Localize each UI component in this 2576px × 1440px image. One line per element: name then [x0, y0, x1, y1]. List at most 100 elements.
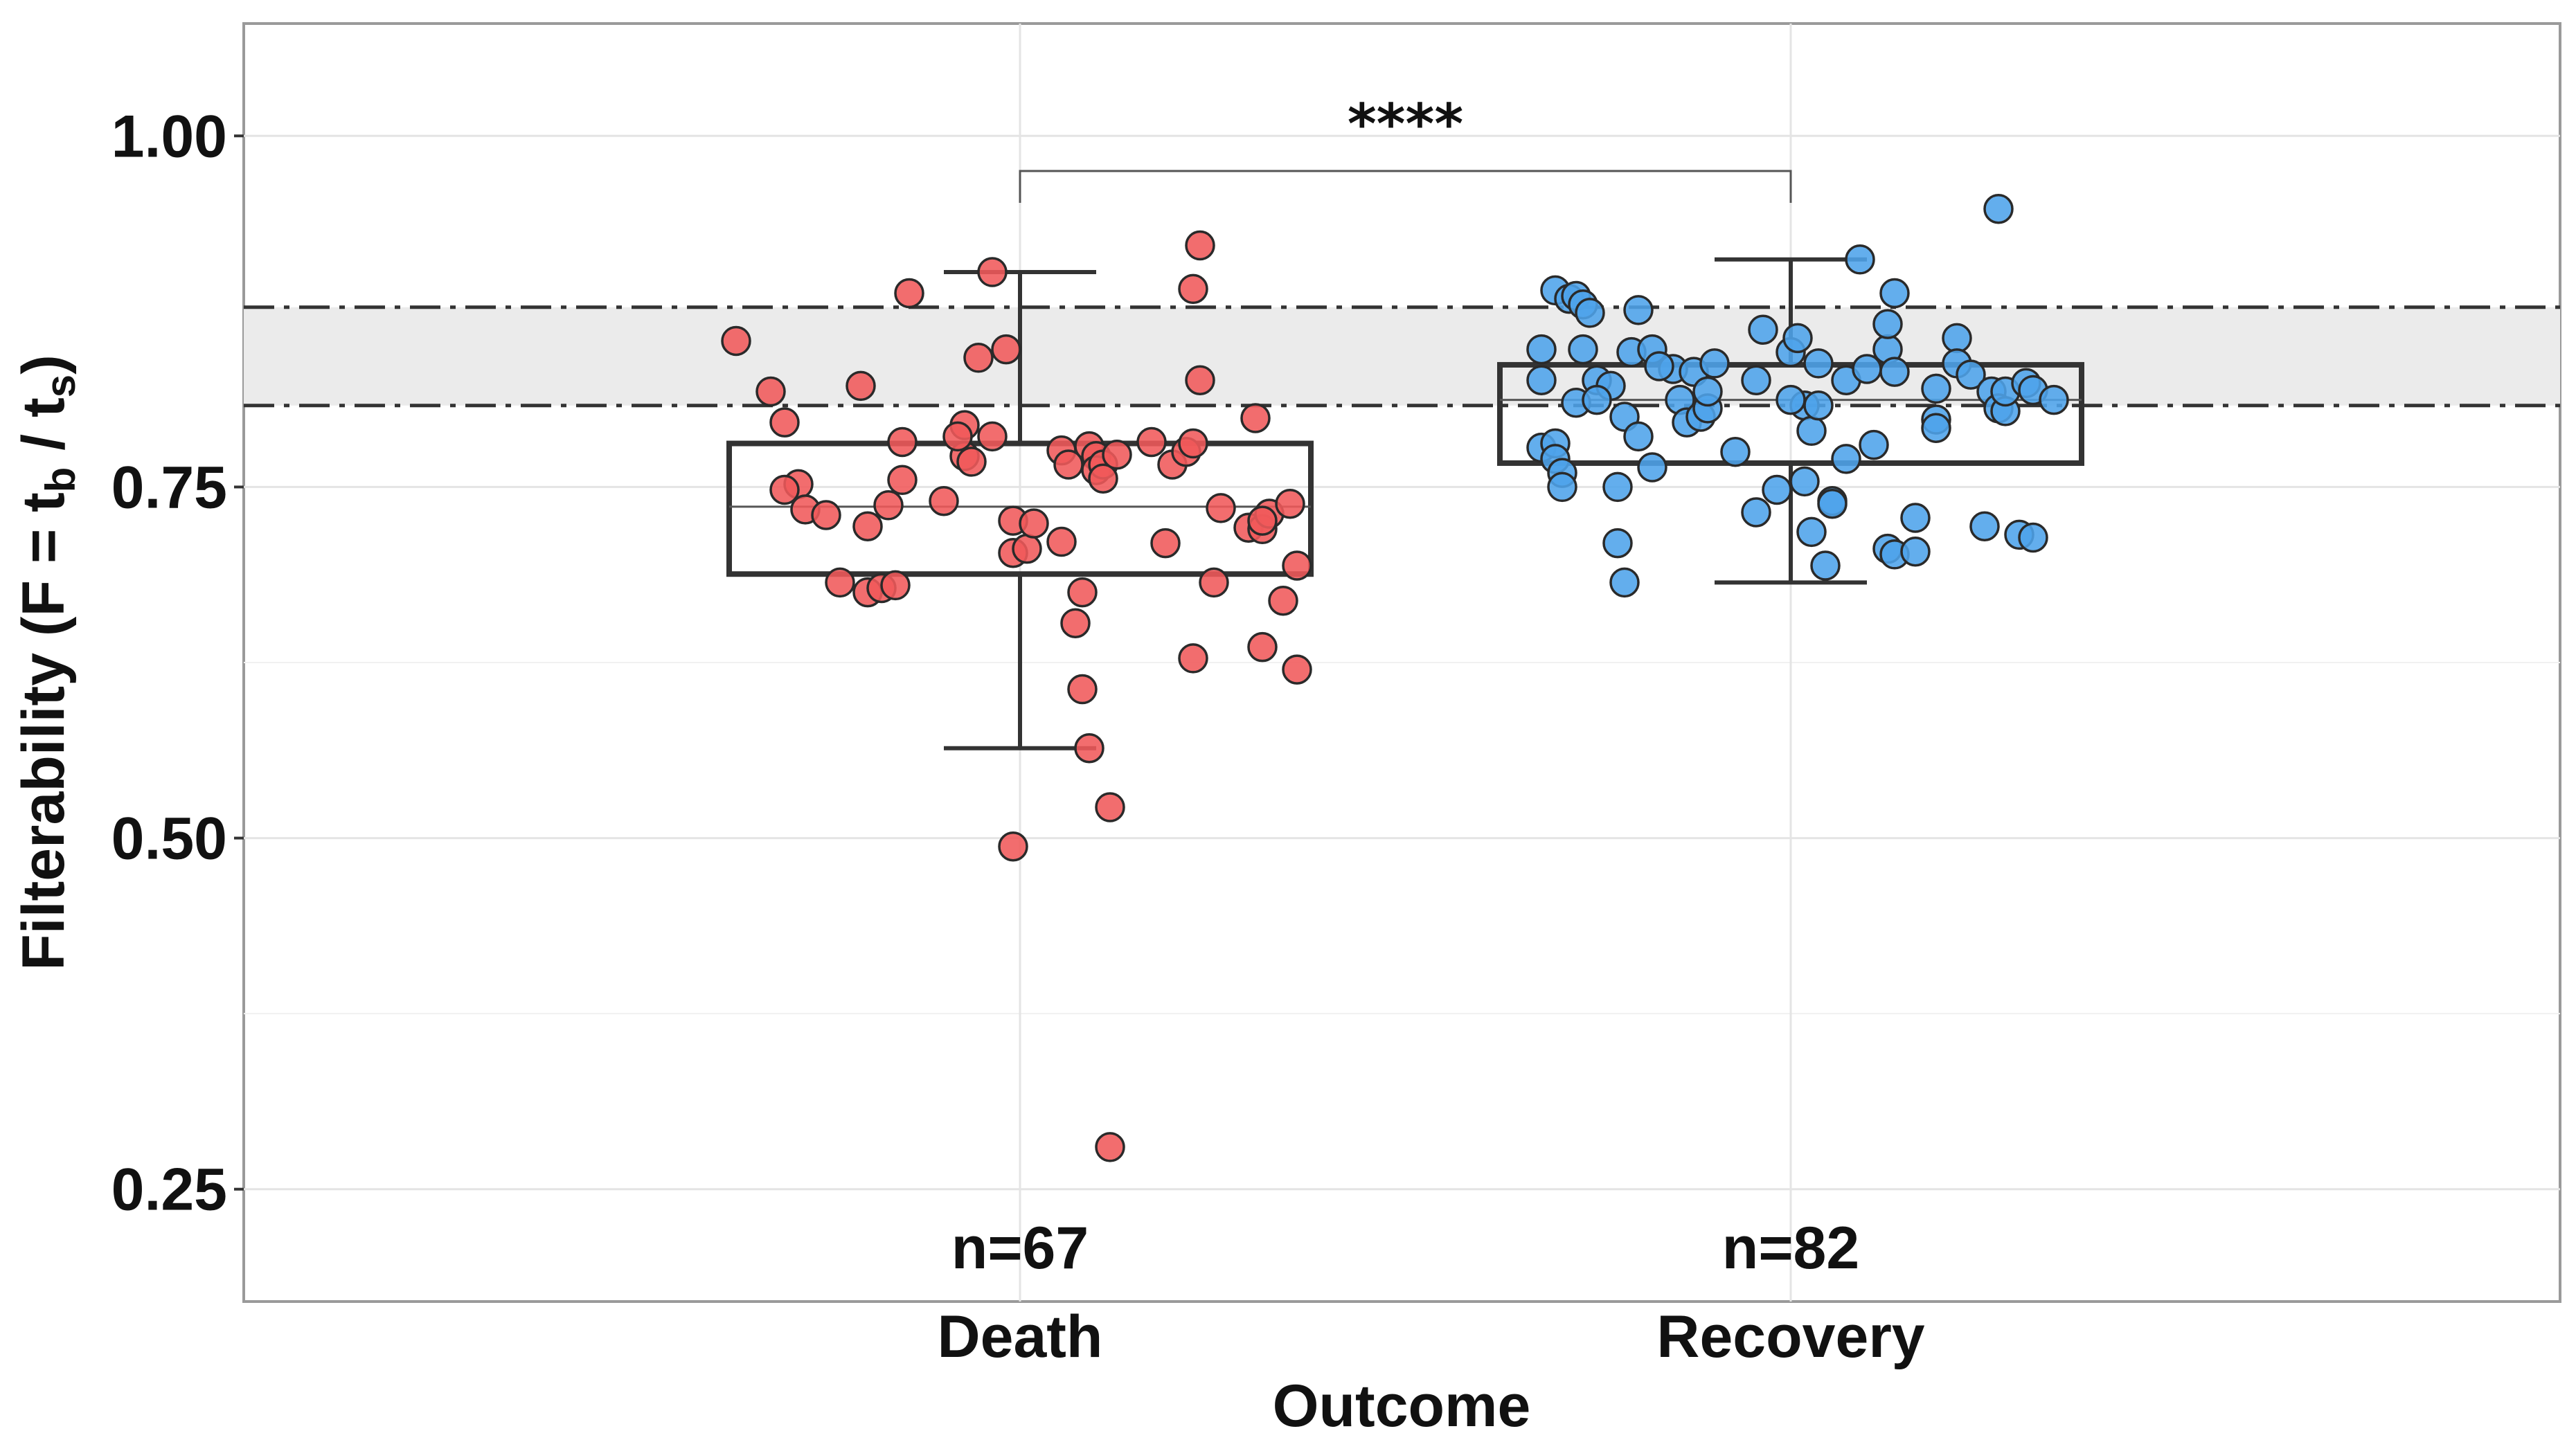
- y-axis-title-sub-s: s: [37, 375, 84, 397]
- data-point: [1582, 384, 1612, 415]
- data-point: [956, 447, 987, 477]
- data-point: [1178, 643, 1208, 674]
- x-tick-label-death: Death: [938, 1304, 1103, 1370]
- data-point: [1900, 503, 1931, 533]
- data-point: [942, 421, 973, 452]
- data-point: [769, 474, 800, 505]
- data-point: [1268, 585, 1298, 616]
- data-point: [1282, 550, 1312, 581]
- reference-band: [244, 305, 2560, 408]
- data-point: [1247, 505, 1278, 536]
- y-tick-label: 0.50: [111, 806, 227, 872]
- data-point: [1012, 533, 1042, 564]
- data-point: [1789, 466, 1820, 497]
- y-axis-title-main: Filterability (F = t: [10, 492, 77, 970]
- data-point: [1185, 365, 1215, 396]
- data-point: [977, 421, 1008, 452]
- n-label-death: n=67: [951, 1215, 1089, 1281]
- data-point: [1720, 436, 1751, 467]
- data-point: [1074, 732, 1104, 764]
- data-point: [1095, 792, 1125, 822]
- data-point: [1803, 348, 1834, 379]
- data-point: [1060, 608, 1091, 638]
- data-point: [1879, 357, 1910, 387]
- data-point: [1692, 376, 1723, 407]
- data-point: [1602, 528, 1633, 559]
- n-label-recovery: n=82: [1722, 1215, 1859, 1281]
- y-tick-label: 0.75: [111, 454, 227, 521]
- data-point: [1831, 444, 1861, 474]
- data-point: [1817, 489, 1848, 519]
- data-point: [1602, 471, 1633, 503]
- data-point: [998, 831, 1028, 862]
- data-point: [1526, 365, 1557, 396]
- data-point: [1136, 426, 1167, 458]
- data-point: [887, 465, 918, 496]
- data-point: [1748, 314, 1778, 345]
- data-point: [1178, 273, 1208, 305]
- data-point: [852, 511, 883, 541]
- y-axis-ticks: 0.25 0.50 0.75 1.00: [111, 103, 244, 1223]
- data-point: [1803, 390, 1834, 421]
- data-point: [1776, 384, 1806, 415]
- data-point: [1983, 194, 2014, 224]
- data-point: [1637, 452, 1667, 483]
- x-axis-title: Outcome: [1273, 1373, 1531, 1439]
- data-point: [1206, 493, 1236, 523]
- data-point: [1019, 508, 1049, 539]
- x-axis-ticks: Death Recovery: [938, 1304, 1925, 1370]
- data-point: [1852, 354, 1882, 384]
- data-point: [1067, 674, 1098, 705]
- data-point: [977, 257, 1008, 287]
- data-point: [1185, 230, 1215, 261]
- data-point: [769, 407, 800, 438]
- data-point: [1623, 421, 1654, 452]
- data-point: [929, 485, 959, 516]
- data-point: [1568, 334, 1598, 365]
- data-point: [1796, 415, 1827, 447]
- data-point: [846, 370, 876, 402]
- data-point: [1900, 536, 1931, 567]
- data-point: [1102, 440, 1132, 470]
- data-point: [1095, 1132, 1125, 1162]
- data-point: [755, 376, 786, 407]
- data-point: [721, 325, 751, 357]
- data-point: [2039, 384, 2069, 415]
- y-axis-title-end: ): [10, 354, 77, 375]
- data-point: [894, 278, 924, 309]
- data-point: [880, 570, 911, 601]
- data-point: [1199, 567, 1229, 598]
- data-point: [1782, 323, 1813, 354]
- data-point: [1845, 244, 1875, 275]
- data-point: [1810, 550, 1841, 581]
- data-point: [1872, 309, 1903, 339]
- y-axis-title-mid: / t: [10, 397, 77, 467]
- data-point: [811, 500, 841, 530]
- data-point: [1741, 365, 1771, 396]
- data-point: [1699, 348, 1730, 379]
- n-labels: n=67 n=82: [951, 1215, 1859, 1281]
- data-point: [963, 343, 994, 373]
- data-point: [1247, 631, 1278, 663]
- data-point: [1150, 528, 1181, 559]
- jitter-points: [721, 194, 2069, 1162]
- x-tick-label-recovery: Recovery: [1656, 1304, 1924, 1370]
- data-point: [1526, 334, 1557, 365]
- data-point: [1879, 278, 1910, 309]
- data-point: [1762, 474, 1792, 505]
- y-axis-title-sub-b: b: [37, 467, 84, 493]
- data-point: [991, 334, 1021, 365]
- data-point: [1796, 516, 1827, 548]
- data-point: [1859, 429, 1889, 460]
- data-point: [2018, 522, 2048, 553]
- data-point: [1741, 497, 1771, 528]
- box-iqr: [726, 440, 1314, 577]
- data-point: [1969, 511, 2000, 541]
- significance-bracket-line: [1019, 170, 1792, 203]
- data-point: [873, 490, 904, 521]
- data-point: [1644, 351, 1674, 381]
- data-point: [1046, 526, 1077, 557]
- data-point: [1921, 413, 1951, 443]
- data-point: [1282, 654, 1312, 685]
- data-point: [1921, 373, 1951, 404]
